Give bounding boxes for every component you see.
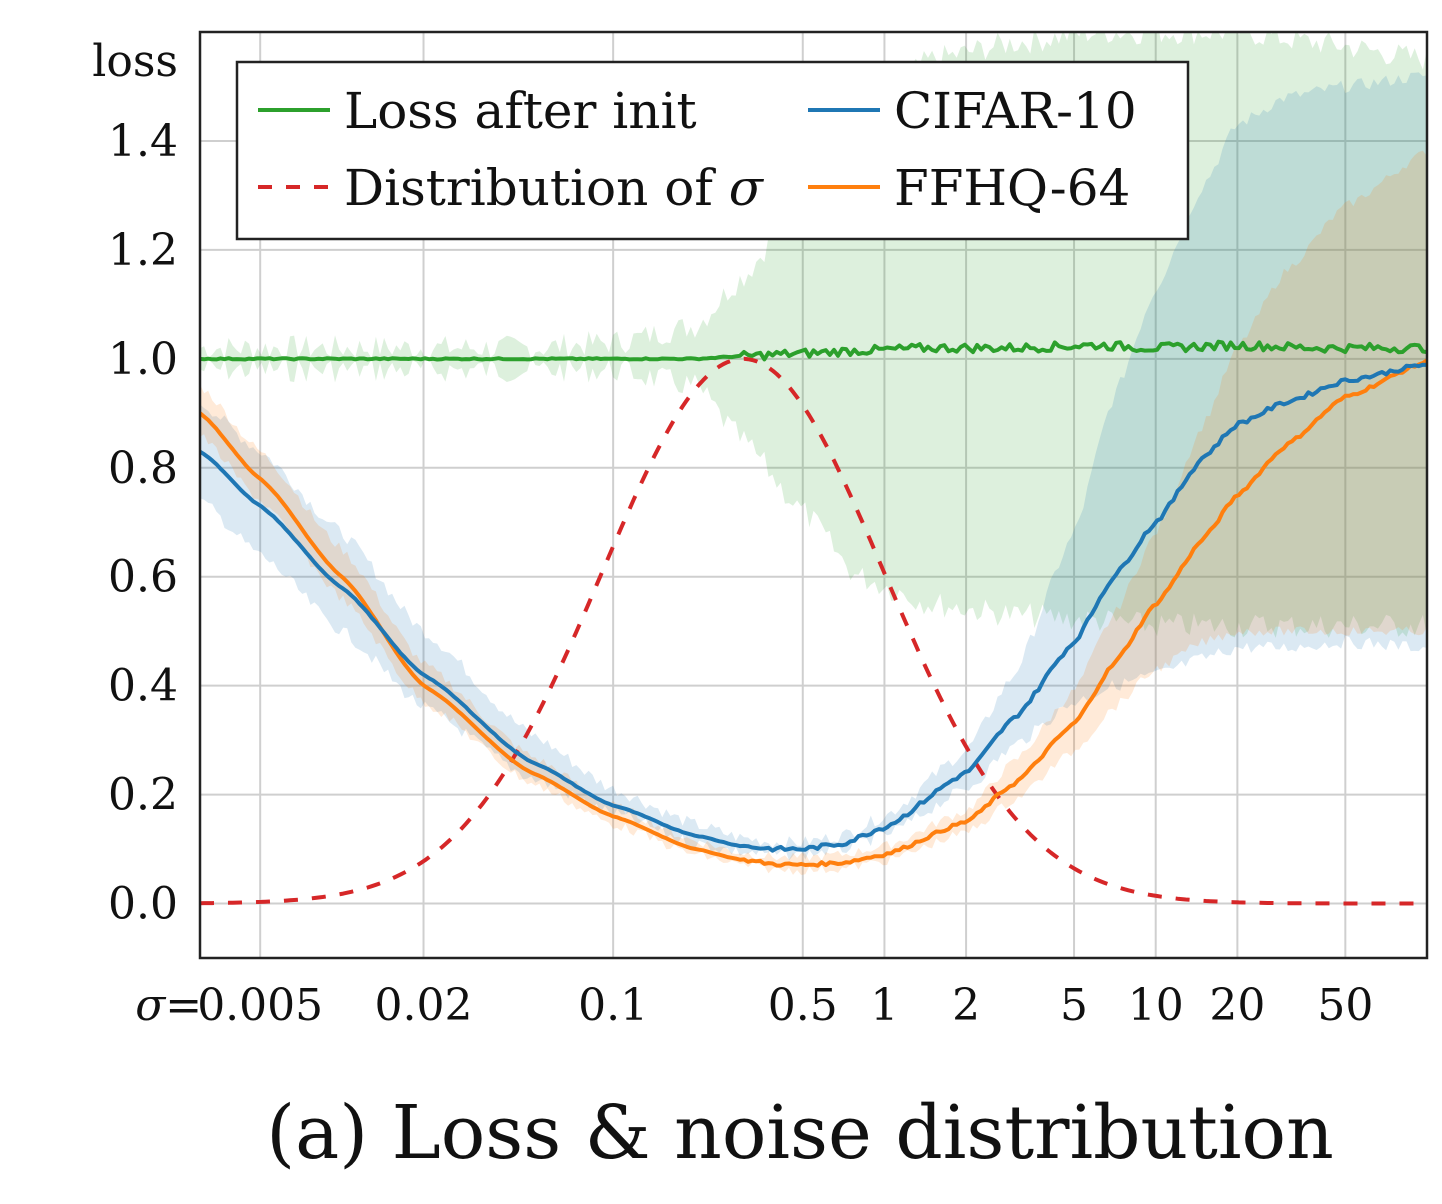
line-loss-after-init — [200, 339, 1427, 362]
x-tick-label: 0.1 — [578, 980, 648, 1031]
band-cifar-10 — [200, 72, 1427, 861]
y-tick-label: 1.4 — [108, 116, 178, 167]
y-tick-label: 1.0 — [108, 334, 178, 385]
y-tick-label: 0.8 — [108, 443, 178, 494]
y-axis-label: loss — [92, 36, 178, 87]
x-tick-label: 1 — [870, 980, 898, 1031]
x-tick-label: 10 — [1128, 980, 1184, 1031]
legend-label: Loss after init — [344, 82, 697, 140]
legend-label: FFHQ-64 — [894, 159, 1130, 217]
y-tick-label: 1.2 — [108, 225, 178, 276]
x-tick-label: 0.005 — [197, 980, 323, 1031]
x-axis-prefix: σ= — [135, 980, 202, 1031]
line-ffhq-64 — [200, 358, 1427, 868]
x-tick-label: 0.02 — [375, 980, 473, 1031]
legend-label-text: Distribution of — [344, 159, 729, 217]
legend-box — [235, 60, 1190, 241]
plot-frame — [198, 30, 1429, 960]
y-tick-label: 0.2 — [108, 770, 178, 821]
x-tick-label: 5 — [1060, 980, 1088, 1031]
series-lines — [200, 339, 1427, 906]
legend-label-symbol: σ — [729, 159, 765, 217]
x-tick-label: 50 — [1317, 980, 1373, 1031]
line-distribution-of- — [200, 356, 1427, 906]
legend-label: Distribution of σ — [344, 159, 765, 217]
y-tick-label: 0.4 — [108, 661, 178, 712]
x-tick-label: 2 — [952, 980, 980, 1031]
x-tick-label: 0.5 — [768, 980, 838, 1031]
band-ffhq-64 — [200, 150, 1427, 876]
legend: Loss after init CIFAR-10 Distribution of σ… — [235, 60, 1190, 241]
y-tick-label: 0.0 — [108, 879, 178, 930]
line-cifar-10 — [200, 362, 1427, 853]
legend-label: CIFAR-10 — [894, 82, 1137, 140]
axis-ticks: 0.0 0.2 0.4 0.6 0.8 1.0 1.2 1.4 0.005 0.02 0.1 0.5 1… — [108, 116, 1373, 1031]
x-tick-label: 20 — [1209, 980, 1265, 1031]
figure-caption: (a) Loss & noise distribution — [266, 1090, 1334, 1176]
y-tick-label: 0.6 — [108, 552, 178, 603]
